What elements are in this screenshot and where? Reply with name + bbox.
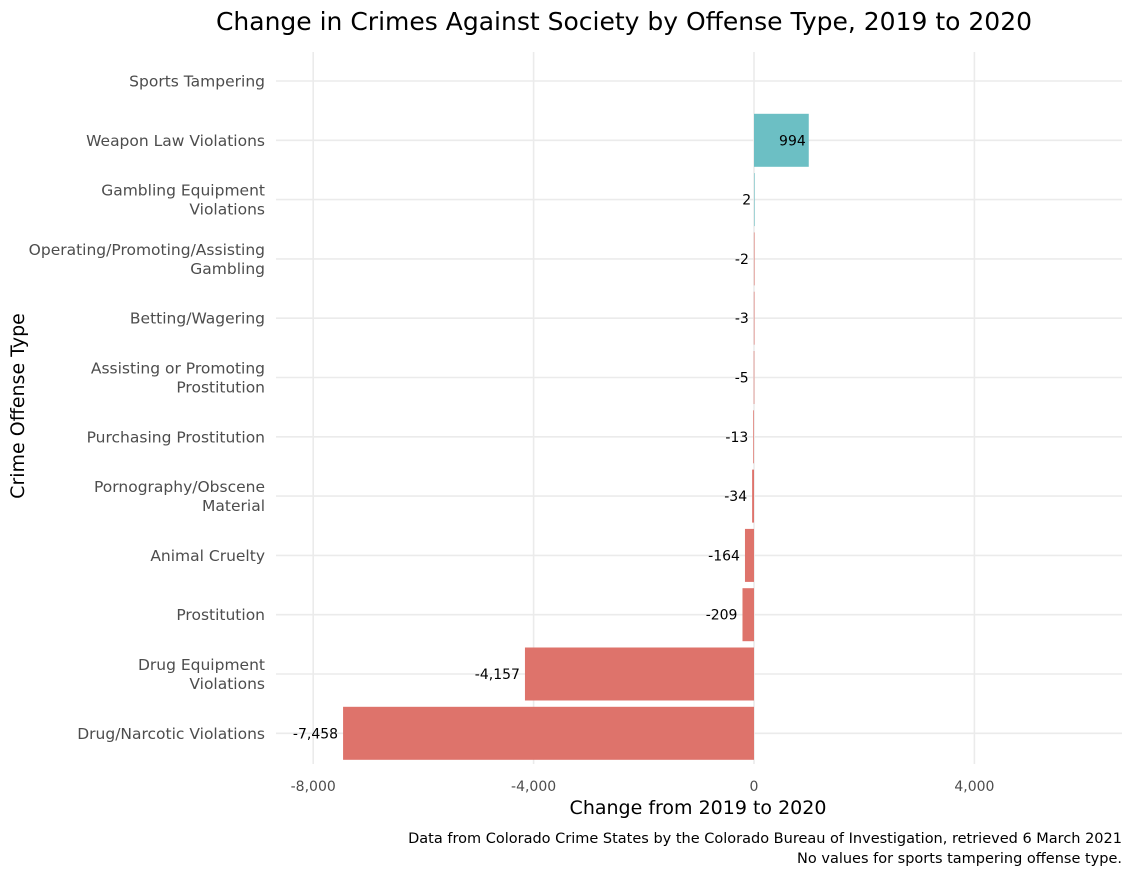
bar-value-label: -7,458 bbox=[293, 726, 338, 742]
category-label: Drug Equipment bbox=[138, 656, 265, 674]
chart-title: Change in Crimes Against Society by Offe… bbox=[216, 7, 1032, 36]
x-tick-label: 0 bbox=[750, 779, 759, 795]
bar bbox=[343, 706, 754, 760]
x-tick-label: -8,000 bbox=[291, 779, 336, 795]
category-label: Material bbox=[202, 497, 265, 515]
category-label: Gambling bbox=[190, 260, 265, 278]
bar-value-label: -2 bbox=[735, 252, 749, 268]
category-label: Pornography/Obscene bbox=[94, 478, 265, 496]
bar bbox=[753, 351, 755, 404]
category-label: Gambling Equipment bbox=[101, 182, 265, 200]
x-tick-label: -4,000 bbox=[511, 779, 556, 795]
y-axis-title: Crime Offense Type bbox=[7, 313, 29, 499]
category-label: Weapon Law Violations bbox=[86, 132, 265, 150]
bar-value-label: -13 bbox=[725, 430, 748, 446]
x-tick-label: 4,000 bbox=[954, 779, 994, 795]
bar-value-label: -209 bbox=[706, 608, 738, 624]
category-labels: Sports Tampering Weapon Law Violations Gam… bbox=[29, 73, 265, 743]
category-label: Purchasing Prostitution bbox=[87, 428, 265, 446]
category-label: Operating/Promoting/Assisting bbox=[29, 241, 265, 259]
gridlines bbox=[276, 52, 1122, 764]
bar bbox=[742, 588, 754, 642]
category-label: Prostitution bbox=[176, 606, 265, 624]
x-axis-title: Change from 2019 to 2020 bbox=[570, 797, 827, 819]
x-tick-labels: -8,000 -4,000 0 4,000 bbox=[291, 779, 995, 795]
bar bbox=[524, 647, 754, 701]
caption-source: Data from Colorado Crime States by the C… bbox=[408, 831, 1122, 847]
bar-value-label: -4,157 bbox=[475, 667, 520, 683]
bar bbox=[754, 113, 809, 167]
bar-value-label: 2 bbox=[742, 193, 751, 209]
category-label: Drug/Narcotic Violations bbox=[77, 725, 265, 743]
category-label: Sports Tampering bbox=[129, 73, 265, 91]
bar-value-label: -3 bbox=[735, 311, 749, 327]
bar bbox=[753, 232, 755, 286]
bar bbox=[753, 410, 754, 464]
bar-value-label: -5 bbox=[735, 371, 749, 387]
category-label: Violations bbox=[189, 675, 265, 693]
bar bbox=[753, 291, 755, 345]
bar-value-label: -34 bbox=[724, 489, 747, 505]
category-label: Violations bbox=[189, 201, 265, 219]
category-label: Assisting or Promoting bbox=[91, 360, 265, 378]
bar bbox=[754, 173, 755, 227]
bar-value-label: -164 bbox=[708, 548, 740, 564]
category-label: Betting/Wagering bbox=[130, 310, 265, 328]
bar-value-labels: 994 2 -2 -3 -5 -13 -34 -164 -209 -4,157 -7,458 bbox=[293, 133, 806, 742]
caption-note: No values for sports tampering offense t… bbox=[797, 851, 1122, 867]
bar-value-label: 994 bbox=[779, 133, 806, 149]
bars bbox=[343, 113, 809, 760]
bar bbox=[744, 528, 754, 582]
category-label: Prostitution bbox=[176, 379, 265, 397]
bar bbox=[752, 469, 754, 523]
category-label: Animal Cruelty bbox=[150, 547, 265, 565]
